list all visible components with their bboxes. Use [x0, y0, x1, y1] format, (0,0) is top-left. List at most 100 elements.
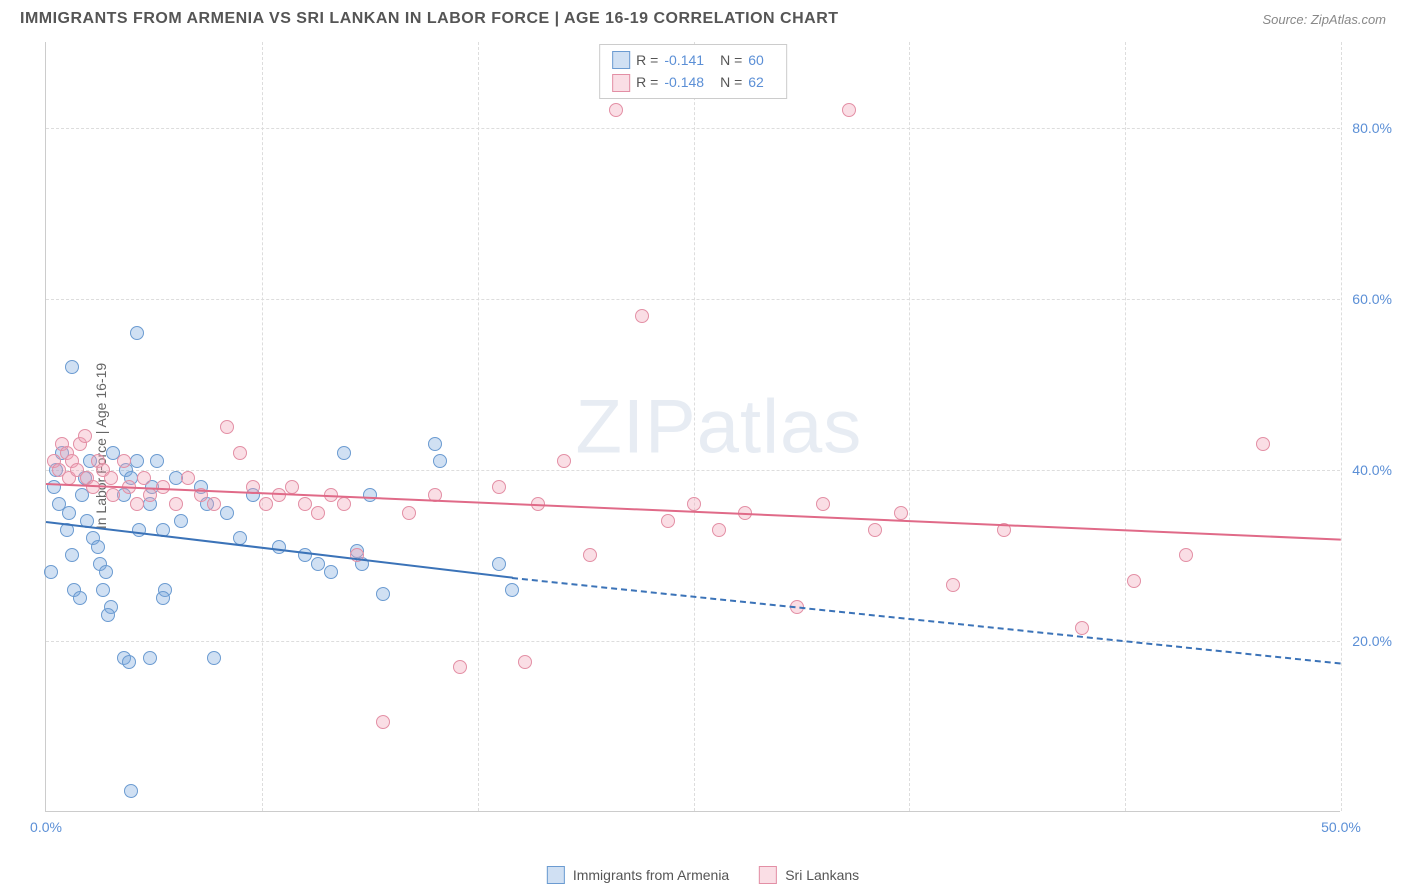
y-tick-label: 40.0% [1352, 462, 1392, 478]
srilanka-point [233, 446, 247, 460]
scatter-chart: R = -0.141 N = 60 R = -0.148 N = 62 ZIPa… [45, 42, 1340, 812]
srilanka-point [104, 471, 118, 485]
correlation-legend: R = -0.141 N = 60 R = -0.148 N = 62 [599, 44, 787, 99]
srilanka-point [816, 497, 830, 511]
armenia-point [376, 587, 390, 601]
srilanka-point [635, 309, 649, 323]
armenia-point [65, 360, 79, 374]
srilanka-swatch-icon [759, 866, 777, 884]
x-tick-label: 0.0% [30, 819, 62, 835]
armenia-trendline-extrapolated [512, 577, 1341, 665]
chart-title: IMMIGRANTS FROM ARMENIA VS SRI LANKAN IN… [20, 10, 839, 28]
srilanka-point [492, 480, 506, 494]
gridline-vertical [909, 42, 910, 811]
srilanka-point [117, 454, 131, 468]
armenia-point [324, 565, 338, 579]
source-attribution: Source: ZipAtlas.com [1262, 12, 1386, 27]
watermark: ZIPatlas [575, 383, 862, 470]
srilanka-point [1179, 548, 1193, 562]
armenia-point [44, 565, 58, 579]
srilanka-point [894, 506, 908, 520]
srilanka-n-value: 62 [748, 71, 764, 93]
srilanka-point [78, 429, 92, 443]
srilanka-point [259, 497, 273, 511]
srilanka-point [518, 655, 532, 669]
armenia-point [174, 514, 188, 528]
srilanka-point [453, 660, 467, 674]
armenia-point [220, 506, 234, 520]
armenia-point [169, 471, 183, 485]
x-tick-label: 50.0% [1321, 819, 1361, 835]
srilanka-point [868, 523, 882, 537]
armenia-n-value: 60 [748, 49, 764, 71]
armenia-point [47, 480, 61, 494]
srilanka-point [376, 715, 390, 729]
chart-header: IMMIGRANTS FROM ARMENIA VS SRI LANKAN IN… [0, 0, 1406, 36]
r-label: R = [636, 49, 658, 71]
srilanka-point [1075, 621, 1089, 635]
gridline-vertical [1341, 42, 1342, 811]
srilanka-point [311, 506, 325, 520]
armenia-point [96, 583, 110, 597]
series-legend: Immigrants from Armenia Sri Lankans [547, 866, 859, 884]
armenia-point [99, 565, 113, 579]
srilanka-point [272, 488, 286, 502]
srilanka-point [1256, 437, 1270, 451]
armenia-point [91, 540, 105, 554]
armenia-point [428, 437, 442, 451]
srilanka-point [130, 497, 144, 511]
armenia-point [73, 591, 87, 605]
armenia-point [207, 651, 221, 665]
y-tick-label: 60.0% [1352, 291, 1392, 307]
srilanka-point [106, 488, 120, 502]
armenia-point [363, 488, 377, 502]
legend-row-armenia: R = -0.141 N = 60 [612, 49, 774, 71]
y-tick-label: 80.0% [1352, 120, 1392, 136]
armenia-point [130, 454, 144, 468]
gridline-vertical [478, 42, 479, 811]
armenia-point [272, 540, 286, 554]
srilanka-point [557, 454, 571, 468]
armenia-point [143, 651, 157, 665]
armenia-point [156, 591, 170, 605]
srilanka-point [285, 480, 299, 494]
r-label: R = [636, 71, 658, 93]
srilanka-point [402, 506, 416, 520]
srilanka-swatch-icon [612, 74, 630, 92]
armenia-point [65, 548, 79, 562]
srilanka-point [143, 488, 157, 502]
gridline-vertical [1125, 42, 1126, 811]
srilanka-point [181, 471, 195, 485]
srilanka-legend-label: Sri Lankans [785, 867, 859, 883]
legend-row-srilanka: R = -0.148 N = 62 [612, 71, 774, 93]
srilanka-point [946, 578, 960, 592]
srilanka-r-value: -0.148 [664, 71, 704, 93]
n-label: N = [720, 49, 742, 71]
y-tick-label: 20.0% [1352, 633, 1392, 649]
armenia-point [122, 655, 136, 669]
armenia-swatch-icon [612, 51, 630, 69]
srilanka-point [169, 497, 183, 511]
armenia-point [130, 326, 144, 340]
armenia-point [62, 506, 76, 520]
n-label: N = [720, 71, 742, 93]
srilanka-point [687, 497, 701, 511]
srilanka-point [661, 514, 675, 528]
gridline-vertical [262, 42, 263, 811]
legend-item-armenia: Immigrants from Armenia [547, 866, 729, 884]
srilanka-point [583, 548, 597, 562]
srilanka-point [1127, 574, 1141, 588]
armenia-point [492, 557, 506, 571]
armenia-swatch-icon [547, 866, 565, 884]
armenia-trendline [46, 521, 512, 579]
armenia-point [311, 557, 325, 571]
srilanka-point [137, 471, 151, 485]
srilanka-point [712, 523, 726, 537]
srilanka-point [220, 420, 234, 434]
srilanka-point [337, 497, 351, 511]
armenia-legend-label: Immigrants from Armenia [573, 867, 729, 883]
armenia-point [101, 608, 115, 622]
srilanka-point [207, 497, 221, 511]
armenia-point [124, 784, 138, 798]
armenia-point [505, 583, 519, 597]
